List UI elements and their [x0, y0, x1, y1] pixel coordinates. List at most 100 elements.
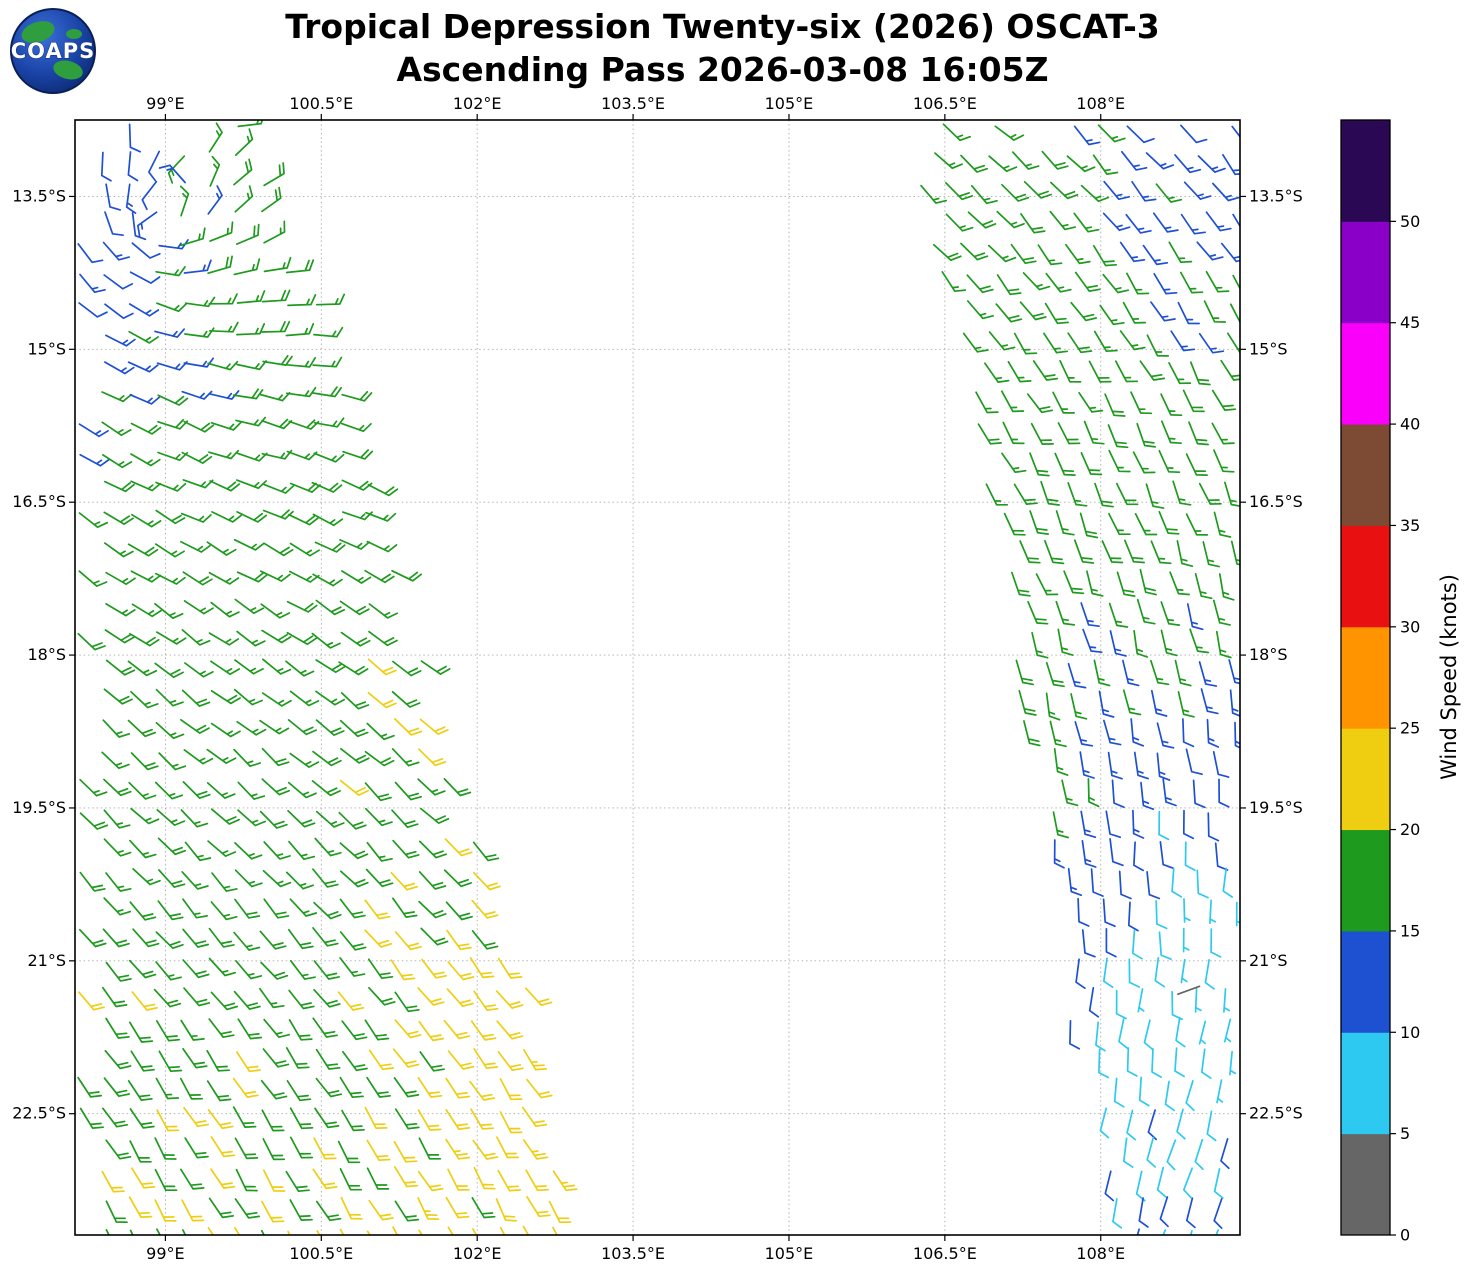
- wind-barb: [445, 1196, 470, 1219]
- wind-barb: [1108, 602, 1129, 628]
- wind-barb: [77, 243, 104, 264]
- wind-barb: [105, 961, 132, 982]
- wind-barb: [1130, 718, 1145, 747]
- wind-barb: [1081, 929, 1096, 958]
- wind-barb: [206, 1080, 232, 1102]
- lon-tick-label-top: 100.5°E: [289, 94, 353, 113]
- wind-barb: [1055, 510, 1075, 536]
- wind-barb: [1099, 304, 1125, 326]
- wind-barb: [236, 323, 266, 336]
- wind-barb: [1092, 154, 1119, 175]
- wind-barb: [287, 781, 317, 799]
- wind-barb: [1174, 154, 1202, 174]
- wind-barb: [129, 393, 161, 405]
- wind-barb: [155, 481, 187, 492]
- wind-barb: [210, 808, 240, 825]
- wind-barb: [1145, 152, 1175, 170]
- wind-barb: [156, 631, 187, 645]
- wind-barb: [418, 748, 447, 767]
- wind-barb: [128, 123, 141, 153]
- wind-barb: [237, 1018, 263, 1040]
- wind-barb: [312, 573, 343, 587]
- wind-barb: [261, 418, 293, 430]
- lat-tick-label-right: 21°S: [1249, 951, 1288, 970]
- wind-barb: [181, 390, 213, 400]
- wind-barb: [1109, 838, 1124, 867]
- wind-barb: [1164, 1080, 1176, 1112]
- wind-barb: [967, 211, 997, 229]
- wind-barb: [1180, 213, 1206, 235]
- wind-barb: [210, 991, 239, 1011]
- wind-barb: [207, 360, 239, 371]
- wind-barb: [158, 1050, 183, 1073]
- wind-barb: [155, 1020, 181, 1042]
- wind-barb: [208, 293, 238, 305]
- lon-tick-label-bottom: 99°E: [146, 1244, 184, 1263]
- wind-barb: [1079, 512, 1099, 539]
- wind-barb: [130, 570, 162, 583]
- wind-barb: [393, 718, 423, 736]
- colorbar-segment: [1341, 322, 1390, 425]
- wind-barb: [158, 869, 186, 888]
- wind-barb: [471, 1196, 496, 1219]
- wind-barb: [234, 598, 265, 615]
- wind-barb: [1212, 599, 1231, 626]
- colorbar-segment: [1341, 626, 1390, 729]
- wind-barb: [184, 841, 212, 862]
- wind-barb: [129, 632, 160, 647]
- wind-barb: [157, 419, 189, 430]
- wind-barb: [1203, 300, 1227, 323]
- wind-barb: [1140, 781, 1155, 811]
- wind-barb: [1143, 1019, 1154, 1051]
- wind-barb: [260, 603, 291, 619]
- wind-barb: [206, 1049, 231, 1072]
- wind-barb: [182, 928, 210, 948]
- wind-barb: [1213, 511, 1232, 538]
- wind-barb: [1154, 957, 1166, 988]
- wind-barb: [154, 543, 185, 558]
- wind-barb: [522, 1139, 549, 1160]
- wind-barb: [443, 1019, 471, 1040]
- wind-barb: [207, 185, 223, 215]
- colorbar-tick-label: 30: [1400, 617, 1420, 636]
- wind-barb: [1159, 840, 1175, 870]
- wind-barb: [394, 1108, 420, 1130]
- wind-barb: [1223, 988, 1231, 1013]
- wind-barb: [1125, 213, 1152, 234]
- wind-barb: [1182, 809, 1195, 840]
- wind-barb: [180, 227, 206, 247]
- wind-barb: [236, 571, 268, 583]
- wind-barb: [341, 1109, 365, 1132]
- wind-barb: [368, 986, 396, 1006]
- wind-barb: [286, 450, 318, 461]
- wind-barb: [1108, 449, 1131, 473]
- wind-barb: [342, 1050, 368, 1072]
- wind-barb: [393, 1077, 420, 1098]
- wind-barb: [102, 928, 130, 948]
- wind-barb: [1137, 988, 1145, 1013]
- wind-barb: [1133, 751, 1149, 780]
- wind-barb: [184, 662, 214, 678]
- wind-barb: [1194, 1138, 1204, 1170]
- wind-barb: [934, 152, 963, 170]
- wind-barb: [78, 423, 109, 438]
- wind-barb: [103, 511, 134, 525]
- wind-barb: [155, 266, 186, 277]
- wind-barb: [105, 603, 136, 617]
- colorbar-tick-label: 45: [1400, 313, 1420, 332]
- wind-barb: [315, 659, 346, 674]
- wind-barb: [366, 1076, 392, 1098]
- wind-barb: [1007, 360, 1032, 383]
- wind-barb: [1139, 360, 1166, 381]
- wind-barb: [210, 660, 241, 676]
- wind-barb: [1043, 332, 1069, 354]
- wind-barb: [313, 326, 344, 338]
- wind-barb: [154, 602, 184, 620]
- wind-barb: [1031, 631, 1049, 659]
- wind-barb: [235, 479, 267, 490]
- wind-barb: [444, 838, 473, 857]
- colorbar-tick-label: 5: [1400, 1124, 1410, 1143]
- lat-tick-label-left: 22.5°S: [12, 1104, 66, 1123]
- wind-barb: [103, 274, 134, 290]
- wind-barb: [977, 423, 1002, 445]
